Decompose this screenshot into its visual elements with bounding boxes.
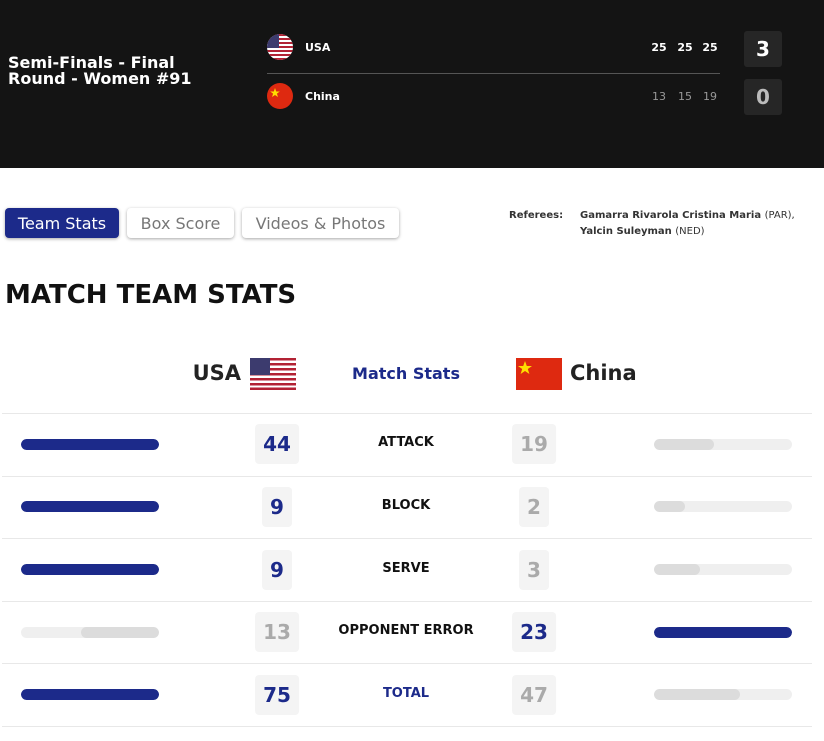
- home-bar: [21, 626, 159, 638]
- stats-heading: Match Stats: [352, 364, 460, 383]
- row-divider: [2, 600, 812, 602]
- stat-label: BLOCK: [381, 497, 431, 513]
- set-score: 15: [678, 90, 692, 103]
- set-score: 13: [652, 90, 666, 103]
- home-bar: [21, 564, 159, 575]
- referee-country: (PAR),: [764, 210, 795, 221]
- stat-label: OPPONENT ERROR: [338, 623, 474, 639]
- referee-name: Yalcin Suleyman: [580, 226, 672, 237]
- match-score: 0: [744, 79, 782, 115]
- row-divider: [2, 663, 812, 665]
- referee: Yalcin Suleyman (NED): [580, 226, 705, 237]
- away-bar: [654, 626, 792, 638]
- home-value: 9: [262, 486, 292, 527]
- row-divider: [2, 726, 812, 727]
- section-title: MATCH TEAM STATS: [5, 280, 297, 310]
- away-bar: [654, 438, 792, 450]
- set-score: 25: [702, 41, 718, 54]
- scoreboard: Semi-Finals - Final Round - Women #91 US…: [0, 0, 824, 168]
- china-flag-icon: [267, 83, 293, 109]
- referee-country: (NED): [675, 226, 705, 237]
- set-score: 25: [651, 41, 667, 54]
- home-bar-fill: [21, 564, 159, 575]
- away-bar: [654, 501, 792, 513]
- home-bar: [21, 501, 159, 513]
- away-team: China: [570, 361, 637, 385]
- row-divider: [2, 413, 812, 414]
- match-score: 3: [744, 31, 782, 67]
- set-score: 25: [677, 41, 693, 54]
- stat-label: ATTACK: [378, 435, 434, 451]
- set-score: 19: [703, 90, 717, 103]
- china-flag: [516, 358, 562, 390]
- referee-name: Gamarra Rivarola Cristina Maria: [580, 210, 762, 221]
- home-value: 75: [255, 674, 299, 715]
- away-bar-fill: [654, 564, 700, 575]
- tab[interactable]: Videos & Photos: [242, 208, 399, 238]
- home-value: 13: [255, 612, 299, 653]
- team-name: USA: [305, 41, 331, 54]
- away-value: 2: [519, 486, 549, 527]
- row-divider: [2, 475, 812, 477]
- away-value: 23: [512, 612, 556, 653]
- home-bar-fill: [21, 438, 159, 450]
- away-bar-fill: [654, 501, 685, 513]
- match-title: Semi-Finals - Final Round - Women #91: [8, 53, 192, 88]
- home-bar: [21, 689, 159, 701]
- tab[interactable]: Team Stats: [5, 208, 119, 238]
- away-bar: [654, 564, 792, 575]
- row-divider: [2, 538, 812, 540]
- usa-flag-icon: [267, 34, 293, 60]
- away-bar-fill: [654, 626, 792, 638]
- home-bar-fill: [21, 501, 159, 513]
- divider: [267, 73, 720, 74]
- home-bar-fill: [81, 626, 159, 638]
- away-bar-fill: [654, 438, 714, 450]
- home-value: 9: [262, 549, 292, 590]
- away-value: 3: [519, 549, 549, 590]
- usa-flag: [250, 358, 296, 390]
- tab[interactable]: Box Score: [127, 208, 234, 238]
- home-value: 44: [255, 424, 299, 465]
- away-value: 47: [512, 674, 556, 715]
- stat-label: SERVE: [382, 560, 430, 576]
- away-bar-fill: [654, 689, 741, 701]
- home-bar-fill: [21, 689, 159, 701]
- referee: Gamarra Rivarola Cristina Maria (PAR),: [580, 210, 795, 221]
- stat-label: TOTAL: [382, 685, 430, 701]
- referees-label: Referees:: [509, 210, 564, 221]
- team-name: China: [305, 90, 340, 103]
- home-bar: [21, 438, 159, 450]
- away-bar: [654, 689, 792, 701]
- away-value: 19: [512, 424, 556, 465]
- home-team: USA: [192, 361, 241, 385]
